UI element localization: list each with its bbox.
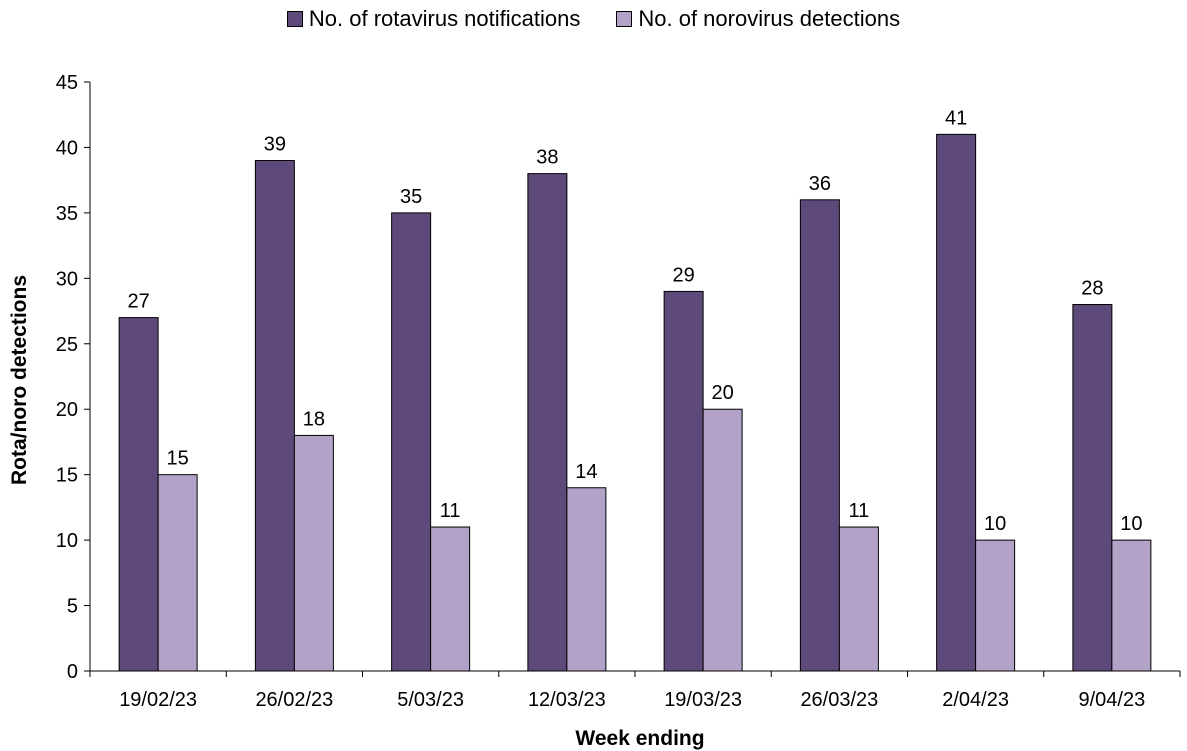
plot-area: 0 5 10 15 20 25 30 35 40 45 19/02/23 27 15 26/02/23 39… bbox=[56, 72, 1181, 711]
y-tick-label: 30 bbox=[56, 268, 78, 290]
legend-label-norovirus: No. of norovirus detections bbox=[638, 6, 901, 31]
y-tick-label: 25 bbox=[56, 334, 78, 356]
bar-rotavirus bbox=[118, 317, 159, 672]
data-label: 15 bbox=[167, 448, 189, 470]
x-tick-label: 19/03/23 bbox=[664, 689, 742, 711]
bar-rotavirus bbox=[799, 199, 840, 672]
legend-swatch-rotavirus bbox=[286, 11, 303, 27]
x-tick-label: 19/02/23 bbox=[119, 689, 197, 711]
bar-norovirus bbox=[1111, 539, 1152, 672]
bar-rotavirus bbox=[663, 290, 704, 672]
y-tick-label: 35 bbox=[56, 203, 78, 225]
data-label: 10 bbox=[984, 513, 1006, 535]
x-tick-label: 12/03/23 bbox=[528, 689, 606, 711]
y-tick-label: 0 bbox=[67, 661, 78, 683]
data-label: 27 bbox=[128, 291, 150, 313]
y-tick-label: 15 bbox=[56, 465, 78, 487]
bar-norovirus bbox=[975, 539, 1016, 672]
data-label: 18 bbox=[303, 408, 325, 430]
y-tick-label: 5 bbox=[67, 596, 78, 618]
data-label: 11 bbox=[848, 500, 869, 522]
data-label: 29 bbox=[673, 264, 695, 286]
data-label: 36 bbox=[809, 173, 831, 195]
data-label: 38 bbox=[536, 147, 558, 169]
x-axis-title: Week ending bbox=[575, 727, 704, 750]
bar-norovirus bbox=[293, 434, 334, 672]
bar-rotavirus bbox=[254, 160, 295, 672]
bar-rotavirus bbox=[936, 133, 977, 672]
data-label: 39 bbox=[264, 134, 286, 156]
data-label: 41 bbox=[945, 107, 967, 129]
legend-label-rotavirus: No. of rotavirus notifications bbox=[308, 6, 581, 31]
bar-norovirus bbox=[838, 526, 879, 672]
bar-rotavirus bbox=[391, 212, 432, 672]
bar-norovirus bbox=[430, 526, 471, 672]
x-tick-label: 5/03/23 bbox=[397, 689, 464, 711]
x-tick-label: 26/03/23 bbox=[800, 689, 878, 711]
bar-norovirus bbox=[157, 474, 198, 672]
bar-norovirus bbox=[702, 408, 743, 672]
data-label: 20 bbox=[712, 382, 734, 404]
data-label: 35 bbox=[400, 186, 422, 208]
bar-rotavirus bbox=[527, 173, 568, 672]
bar-rotavirus bbox=[1072, 304, 1113, 672]
y-axis-title: Rota/noro detections bbox=[8, 275, 31, 485]
y-tick-label: 40 bbox=[56, 137, 78, 159]
bar-norovirus bbox=[566, 487, 607, 672]
legend-swatch-norovirus bbox=[616, 11, 633, 27]
x-tick-label: 9/04/23 bbox=[1079, 689, 1146, 711]
data-label: 28 bbox=[1081, 278, 1103, 300]
data-label: 11 bbox=[440, 500, 461, 522]
data-label: 10 bbox=[1120, 513, 1142, 535]
y-tick-label: 45 bbox=[56, 72, 78, 94]
legend-item-rotavirus: No. of rotavirus notifications bbox=[286, 6, 581, 32]
x-tick-label: 2/04/23 bbox=[942, 689, 1009, 711]
data-label: 14 bbox=[575, 461, 597, 483]
chart-legend: No. of rotavirus notifications No. of no… bbox=[0, 6, 1187, 32]
x-tick-label: 26/02/23 bbox=[255, 689, 333, 711]
y-tick-label: 10 bbox=[56, 530, 78, 552]
y-tick-label: 20 bbox=[56, 399, 78, 421]
legend-item-norovirus: No. of norovirus detections bbox=[616, 6, 900, 32]
